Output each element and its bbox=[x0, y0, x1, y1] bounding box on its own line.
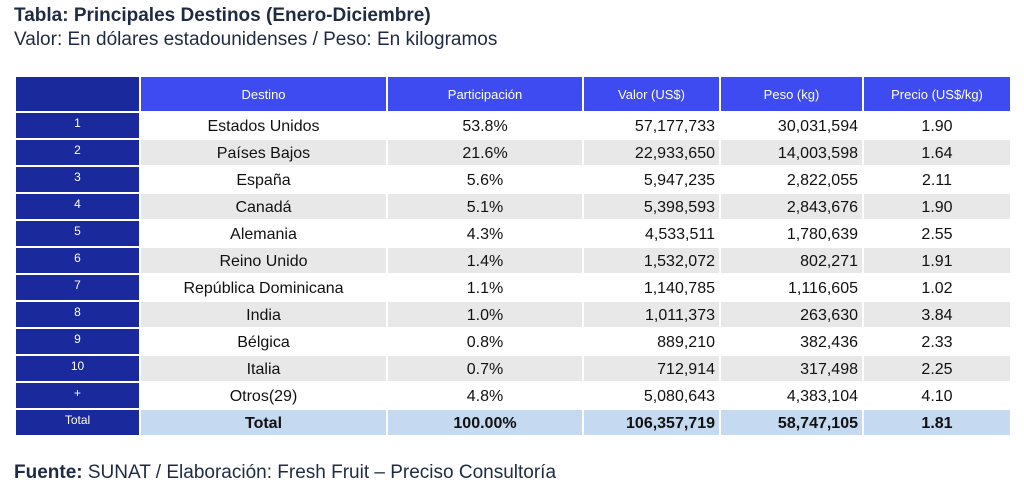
cell-valor: 1,011,373 bbox=[582, 300, 721, 329]
cell-destino: Alemania bbox=[139, 219, 388, 248]
cell-destino: Total bbox=[139, 408, 388, 437]
cell-participacion: 0.8% bbox=[386, 327, 584, 356]
col-header-peso: Peso (kg) bbox=[719, 75, 864, 113]
table-row: + Otros(29) 4.8% 5,080,643 4,383,104 4.10 bbox=[14, 381, 1012, 410]
cell-valor: 1,532,072 bbox=[582, 246, 721, 275]
cell-destino: India bbox=[139, 300, 388, 329]
cell-participacion: 1.0% bbox=[386, 300, 584, 329]
col-header-participacion: Participación bbox=[386, 75, 584, 113]
table-row: 7 República Dominicana 1.1% 1,140,785 1,116,… bbox=[14, 273, 1012, 302]
row-index: 9 bbox=[14, 327, 141, 356]
table-row: 8 India 1.0% 1,011,373 263,630 3.84 bbox=[14, 300, 1012, 329]
table-row: 6 Reino Unido 1.4% 1,532,072 802,271 1.91 bbox=[14, 246, 1012, 275]
cell-precio: 1.90 bbox=[862, 192, 1012, 221]
cell-peso: 1,116,605 bbox=[719, 273, 864, 302]
cell-participacion: 5.1% bbox=[386, 192, 584, 221]
cell-destino: Otros(29) bbox=[139, 381, 388, 410]
cell-participacion: 1.4% bbox=[386, 246, 584, 275]
cell-peso: 382,436 bbox=[719, 327, 864, 356]
row-index: 5 bbox=[14, 219, 141, 248]
col-header-valor: Valor (US$) bbox=[582, 75, 721, 113]
cell-valor: 57,177,733 bbox=[582, 111, 721, 140]
cell-participacion: 0.7% bbox=[386, 354, 584, 383]
cell-precio: 1.02 bbox=[862, 273, 1012, 302]
cell-precio: 1.81 bbox=[862, 408, 1012, 437]
cell-precio: 3.84 bbox=[862, 300, 1012, 329]
table-row: 10 Italia 0.7% 712,914 317,498 2.25 bbox=[14, 354, 1012, 383]
cell-destino: Estados Unidos bbox=[139, 111, 388, 140]
header-corner bbox=[14, 75, 141, 113]
cell-destino: Países Bajos bbox=[139, 138, 388, 167]
row-index: + bbox=[14, 381, 141, 410]
cell-participacion: 100.00% bbox=[386, 408, 584, 437]
cell-precio: 1.91 bbox=[862, 246, 1012, 275]
cell-precio: 2.11 bbox=[862, 165, 1012, 194]
header-row: Destino Participación Valor (US$) Peso (… bbox=[14, 75, 1012, 113]
cell-precio: 4.10 bbox=[862, 381, 1012, 410]
cell-destino: España bbox=[139, 165, 388, 194]
cell-precio: 1.90 bbox=[862, 111, 1012, 140]
table-row: 4 Canadá 5.1% 5,398,593 2,843,676 1.90 bbox=[14, 192, 1012, 221]
cell-peso: 2,822,055 bbox=[719, 165, 864, 194]
cell-valor: 4,533,511 bbox=[582, 219, 721, 248]
cell-peso: 263,630 bbox=[719, 300, 864, 329]
cell-precio: 2.25 bbox=[862, 354, 1012, 383]
table-row: 9 Bélgica 0.8% 889,210 382,436 2.33 bbox=[14, 327, 1012, 356]
cell-peso: 30,031,594 bbox=[719, 111, 864, 140]
source-text: SUNAT / Elaboración: Fresh Fruit – Preci… bbox=[82, 462, 557, 483]
table-row: 2 Países Bajos 21.6% 22,933,650 14,003,598 1.… bbox=[14, 138, 1012, 167]
cell-valor: 22,933,650 bbox=[582, 138, 721, 167]
row-index: 4 bbox=[14, 192, 141, 221]
cell-precio: 1.64 bbox=[862, 138, 1012, 167]
cell-participacion: 4.8% bbox=[386, 381, 584, 410]
row-index: 10 bbox=[14, 354, 141, 383]
table-subtitle: Valor: En dólares estadounidenses / Peso… bbox=[14, 29, 498, 50]
table-body: 1 Estados Unidos 53.8% 57,177,733 30,031,594… bbox=[14, 111, 1012, 437]
cell-destino: Reino Unido bbox=[139, 246, 388, 275]
cell-valor: 5,398,593 bbox=[582, 192, 721, 221]
row-index: 8 bbox=[14, 300, 141, 329]
row-index: 6 bbox=[14, 246, 141, 275]
source-note: Fuente: SUNAT / Elaboración: Fresh Fruit… bbox=[14, 462, 556, 484]
table-title: Tabla: Principales Destinos (Enero-Dicie… bbox=[14, 5, 431, 26]
cell-precio: 2.55 bbox=[862, 219, 1012, 248]
cell-valor: 106,357,719 bbox=[582, 408, 721, 437]
cell-valor: 1,140,785 bbox=[582, 273, 721, 302]
cell-participacion: 1.1% bbox=[386, 273, 584, 302]
cell-participacion: 5.6% bbox=[386, 165, 584, 194]
row-index: 2 bbox=[14, 138, 141, 167]
row-index: 7 bbox=[14, 273, 141, 302]
cell-peso: 4,383,104 bbox=[719, 381, 864, 410]
row-index: Total bbox=[14, 408, 141, 437]
cell-valor: 712,914 bbox=[582, 354, 721, 383]
cell-destino: República Dominicana bbox=[139, 273, 388, 302]
table-row: 5 Alemania 4.3% 4,533,511 1,780,639 2.55 bbox=[14, 219, 1012, 248]
cell-destino: Canadá bbox=[139, 192, 388, 221]
row-index: 1 bbox=[14, 111, 141, 140]
cell-peso: 58,747,105 bbox=[719, 408, 864, 437]
col-header-precio: Precio (US$/kg) bbox=[862, 75, 1012, 113]
cell-peso: 2,843,676 bbox=[719, 192, 864, 221]
cell-participacion: 53.8% bbox=[386, 111, 584, 140]
cell-valor: 5,947,235 bbox=[582, 165, 721, 194]
cell-peso: 317,498 bbox=[719, 354, 864, 383]
cell-precio: 2.33 bbox=[862, 327, 1012, 356]
cell-participacion: 21.6% bbox=[386, 138, 584, 167]
source-label: Fuente: bbox=[14, 462, 83, 483]
row-index: 3 bbox=[14, 165, 141, 194]
cell-participacion: 4.3% bbox=[386, 219, 584, 248]
table-row: 3 España 5.6% 5,947,235 2,822,055 2.11 bbox=[14, 165, 1012, 194]
cell-peso: 14,003,598 bbox=[719, 138, 864, 167]
cell-valor: 889,210 bbox=[582, 327, 721, 356]
cell-destino: Bélgica bbox=[139, 327, 388, 356]
cell-peso: 802,271 bbox=[719, 246, 864, 275]
total-row: Total Total 100.00% 106,357,719 58,747,105 1.… bbox=[14, 408, 1012, 437]
cell-peso: 1,780,639 bbox=[719, 219, 864, 248]
destinations-table: Destino Participación Valor (US$) Peso (… bbox=[14, 75, 1012, 437]
cell-valor: 5,080,643 bbox=[582, 381, 721, 410]
table-row: 1 Estados Unidos 53.8% 57,177,733 30,031,594… bbox=[14, 111, 1012, 140]
cell-destino: Italia bbox=[139, 354, 388, 383]
col-header-destino: Destino bbox=[139, 75, 388, 113]
